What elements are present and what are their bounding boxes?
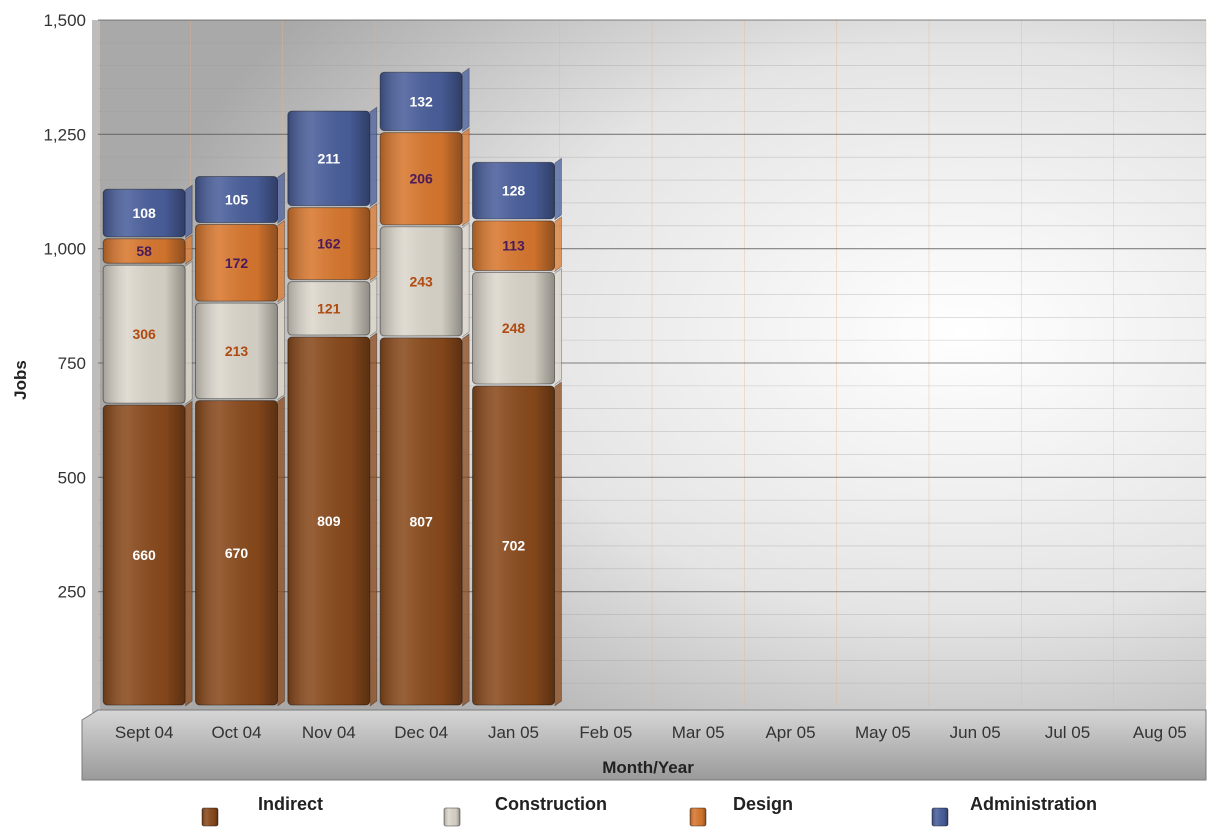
data-label: 132 [409,93,433,109]
y-tick-label: 750 [58,354,86,373]
y-axis-title: Jobs [11,360,30,400]
x-tick-label: Dec 04 [394,723,448,742]
data-label: 660 [132,547,156,563]
bar-segment-shading [103,405,186,705]
bar-segment-side [554,216,562,272]
bar-segment-shading [195,400,278,705]
bar-segment-shading [472,385,555,705]
x-tick-label: Apr 05 [765,723,815,742]
bar-segment-side [554,157,562,221]
legend-label: Administration [970,794,1097,814]
bar-segment-side [369,276,378,337]
bar-segment-side [369,106,378,207]
bar-segment-side [277,298,285,400]
data-label: 113 [502,238,525,254]
bar-segment-shading [380,226,463,336]
x-axis-floor [81,709,1207,781]
bar-segment-shading [287,337,370,705]
x-axis-title: Month/Year [602,758,694,777]
bar-segment-shading [103,189,186,237]
y-tick-label: 1,250 [43,125,86,144]
x-tick-label: May 05 [855,723,911,742]
bar-segment-side [461,127,470,227]
data-label: 206 [409,171,433,187]
y-tick-label: 250 [58,583,86,602]
bar-segment-shading [103,265,186,404]
bar-segment-shading [472,162,555,219]
bar-segment-side [369,332,378,707]
bar-segment-side [277,171,285,224]
data-label: 58 [136,243,152,259]
bar-segment-shading [380,72,463,131]
bar-segment-side [369,202,378,282]
y-tick-label: 1,500 [43,11,86,30]
legend-swatch-shading [932,808,948,826]
bar-segment-side [277,395,285,707]
x-tick-label: Jan 05 [488,723,539,742]
data-label: 243 [409,273,433,289]
y-tick-label: 500 [58,468,86,487]
legend-label: Design [733,794,793,814]
bar-segment-shading [287,111,370,206]
bar-segment-side [184,400,193,707]
x-tick-label: Feb 05 [579,723,632,742]
bar-segment-side [554,381,562,707]
data-label: 306 [132,326,156,342]
bar-segment-side [184,184,193,239]
bar-segment-shading [195,176,278,223]
x-tick-label: Aug 05 [1133,723,1187,742]
data-label: 670 [225,545,249,561]
x-tick-label: Mar 05 [672,723,725,742]
data-label: 128 [502,183,526,199]
data-label: 211 [318,150,341,166]
bar-segment-side [554,267,562,386]
bar-segment-shading [380,132,463,225]
bar-segment-shading [195,224,278,302]
bar-segment-side [461,333,470,707]
bar-segment-shading [195,303,278,399]
bar-segment-side [184,260,193,405]
x-tick-label: Jul 05 [1045,723,1090,742]
legend-label: Construction [495,794,607,814]
data-label: 248 [502,320,526,336]
legend-label: Indirect [258,794,323,814]
plot-left-wall [92,20,100,713]
bar-segment-shading [103,238,186,264]
x-tick-label: Oct 04 [211,723,261,742]
bar-segment-shading [287,281,370,336]
x-tick-label: Nov 04 [302,723,356,742]
bar-segment-shading [472,272,555,384]
legend-swatch-shading [202,808,218,826]
legend-swatch-shading [444,808,460,826]
bar-segment-side [461,67,470,132]
bar-segment-shading [472,220,555,271]
data-label: 807 [409,513,433,529]
data-label: 105 [225,192,249,208]
bar-segment-shading [287,207,370,280]
data-label: 108 [132,205,156,221]
bar-segment-shading [380,337,463,705]
legend: Indirect Construction Design Administration [201,794,1097,827]
data-label: 213 [225,343,249,359]
data-label: 702 [502,537,526,553]
y-tick-label: 1,000 [43,240,86,259]
data-label: 172 [225,255,249,271]
x-tick-label: Sept 04 [115,723,174,742]
bar-segment-side [184,233,193,265]
bar-segment-side [277,219,285,303]
data-label: 809 [317,513,341,529]
legend-swatch-shading [690,808,706,826]
data-label: 121 [317,300,341,316]
bar-segment-side [461,222,470,338]
x-tick-label: Jun 05 [950,723,1001,742]
data-label: 162 [317,236,341,252]
